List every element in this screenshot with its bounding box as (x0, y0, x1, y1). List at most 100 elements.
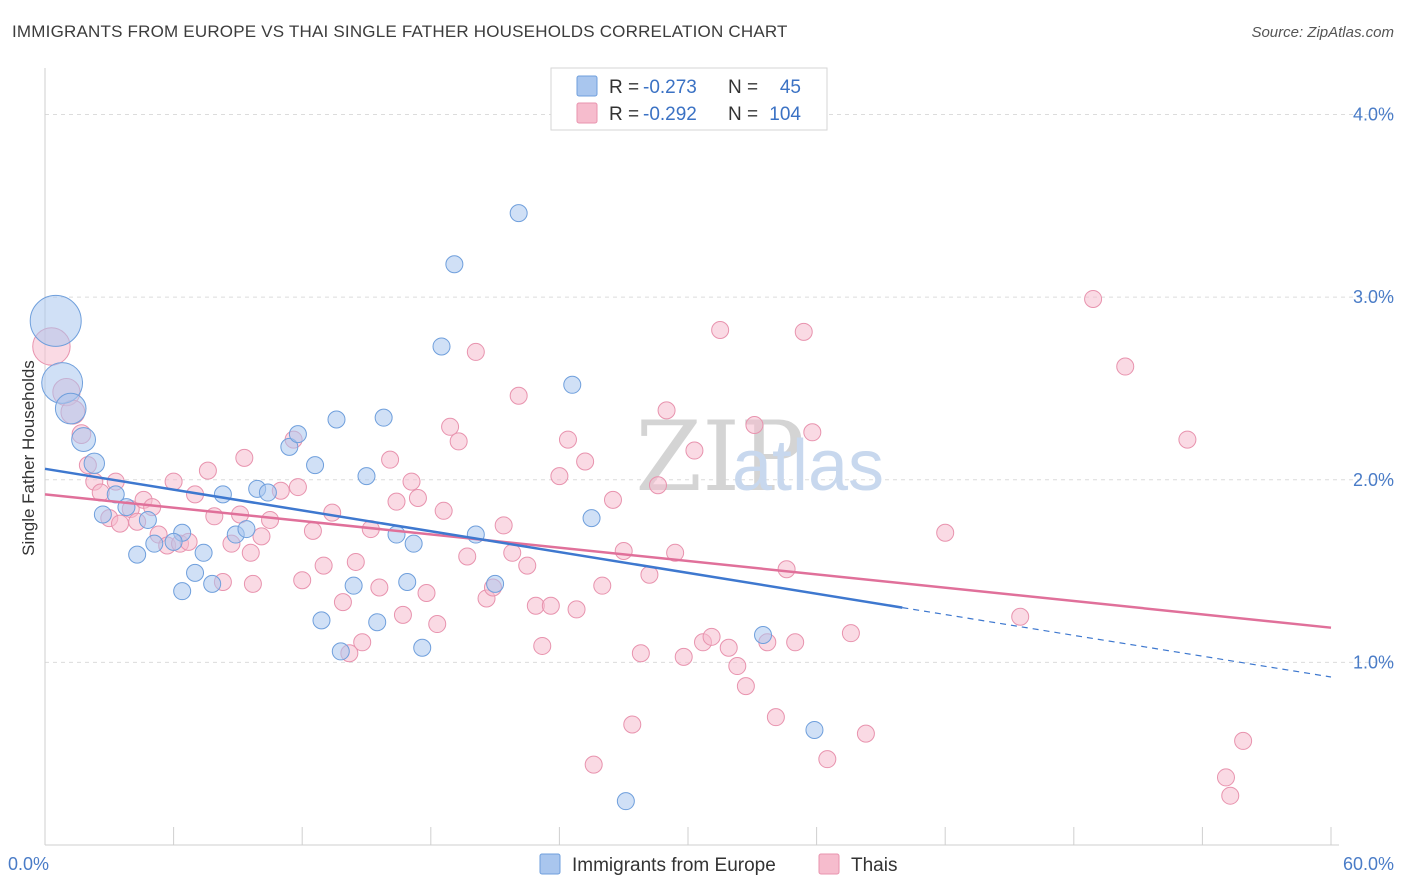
europe-point (93, 505, 112, 524)
thais-point (241, 543, 260, 562)
thais-point (666, 543, 685, 562)
europe-point (145, 534, 164, 553)
europe-point (374, 408, 393, 427)
thais-trend-line (44, 493, 1332, 629)
thais-point (428, 615, 447, 634)
thais-point (593, 576, 612, 595)
thais-point (1234, 731, 1253, 750)
thais-point (333, 593, 352, 612)
thais-point (353, 633, 372, 652)
europe-point (288, 425, 307, 444)
thais-point (702, 627, 721, 646)
thais-point (766, 708, 785, 727)
thais-point (719, 638, 738, 657)
thais-point (235, 448, 254, 467)
thais-point (288, 478, 307, 497)
thais-point (402, 472, 421, 491)
thais-point (550, 467, 569, 486)
legend-box: R = -0.273 N = 45 R = -0.292 N = 104 (550, 67, 828, 131)
thais-point (503, 543, 522, 562)
europe-point (398, 573, 417, 592)
europe-point (194, 543, 213, 562)
europe-point (387, 525, 406, 544)
thais-point (526, 596, 545, 615)
y-tick-label: 1.0% (1353, 652, 1394, 672)
thais-point (584, 755, 603, 774)
europe-point (258, 483, 277, 502)
thais-point (449, 432, 468, 451)
europe-point (203, 574, 222, 593)
axes (44, 68, 1339, 846)
europe-point (164, 532, 183, 551)
thais-point (567, 600, 586, 619)
europe-point (563, 375, 582, 394)
thais-point (434, 501, 453, 520)
europe-trend-extension (902, 607, 1332, 678)
legend-swatch-europe (576, 75, 598, 97)
thais-point (198, 461, 217, 480)
europe-point (805, 720, 824, 739)
europe-point (486, 574, 505, 593)
thais-point (803, 423, 822, 442)
thais-point (252, 527, 271, 546)
thais-point (631, 644, 650, 663)
thais-point (558, 430, 577, 449)
thais-point (314, 556, 333, 575)
bottom-legend-swatch-thais (818, 853, 840, 875)
thais-point (745, 415, 764, 434)
thais-point (1178, 430, 1197, 449)
thais-point (381, 450, 400, 469)
thais-point (794, 322, 813, 341)
legend-n-label-thais: N = (728, 104, 758, 125)
bottom-legend-label-europe: Immigrants from Europe (572, 855, 776, 876)
thais-points (32, 289, 1253, 805)
x-tick-label-max: 60.0% (1343, 854, 1394, 874)
europe-point (306, 456, 325, 475)
legend-r-label-europe: R = (609, 77, 639, 98)
thais-point (674, 647, 693, 666)
y-tick-label: 4.0% (1353, 105, 1394, 125)
bottom-legend-label-thais: Thais (851, 855, 897, 876)
legend-r-label-thais: R = (609, 104, 639, 125)
y-tick-label: 3.0% (1353, 287, 1394, 307)
x-tick-label-min: 0.0% (8, 854, 49, 874)
thais-point (494, 516, 513, 535)
grid-lines (45, 114, 1392, 663)
thais-point (370, 578, 389, 597)
europe-point (616, 792, 635, 811)
y-axis-label: Single Father Households (19, 360, 38, 556)
thais-point (408, 489, 427, 508)
thais-point (614, 541, 633, 560)
europe-point (327, 410, 346, 429)
legend-swatch-thais (576, 102, 598, 124)
thais-point (518, 556, 537, 575)
thais-point (603, 490, 622, 509)
europe-point (128, 545, 147, 564)
thais-point (293, 571, 312, 590)
europe-point (331, 642, 350, 661)
europe-point (509, 204, 528, 223)
legend-n-value-europe: 45 (780, 77, 801, 98)
thais-point (736, 677, 755, 696)
thais-point (387, 492, 406, 511)
thais-point (261, 510, 280, 529)
chart-title: IMMIGRANTS FROM EUROPE VS THAI SINGLE FA… (12, 22, 788, 41)
thais-point (728, 657, 747, 676)
europe-point (344, 576, 363, 595)
europe-point (186, 563, 205, 582)
thais-point (936, 523, 955, 542)
europe-point (280, 437, 299, 456)
legend-n-label-europe: N = (728, 77, 758, 98)
legend-r-value-thais: -0.292 (643, 104, 697, 125)
thais-point (533, 636, 552, 655)
thais-point (841, 624, 860, 643)
source-label: Source: ZipAtlas.com (1251, 24, 1394, 41)
thais-point (417, 583, 436, 602)
thais-point (303, 521, 322, 540)
thais-point (786, 633, 805, 652)
europe-point (413, 638, 432, 657)
thais-point (576, 452, 595, 471)
thais-point (466, 342, 485, 361)
thais-point (657, 401, 676, 420)
thais-point (441, 417, 460, 436)
